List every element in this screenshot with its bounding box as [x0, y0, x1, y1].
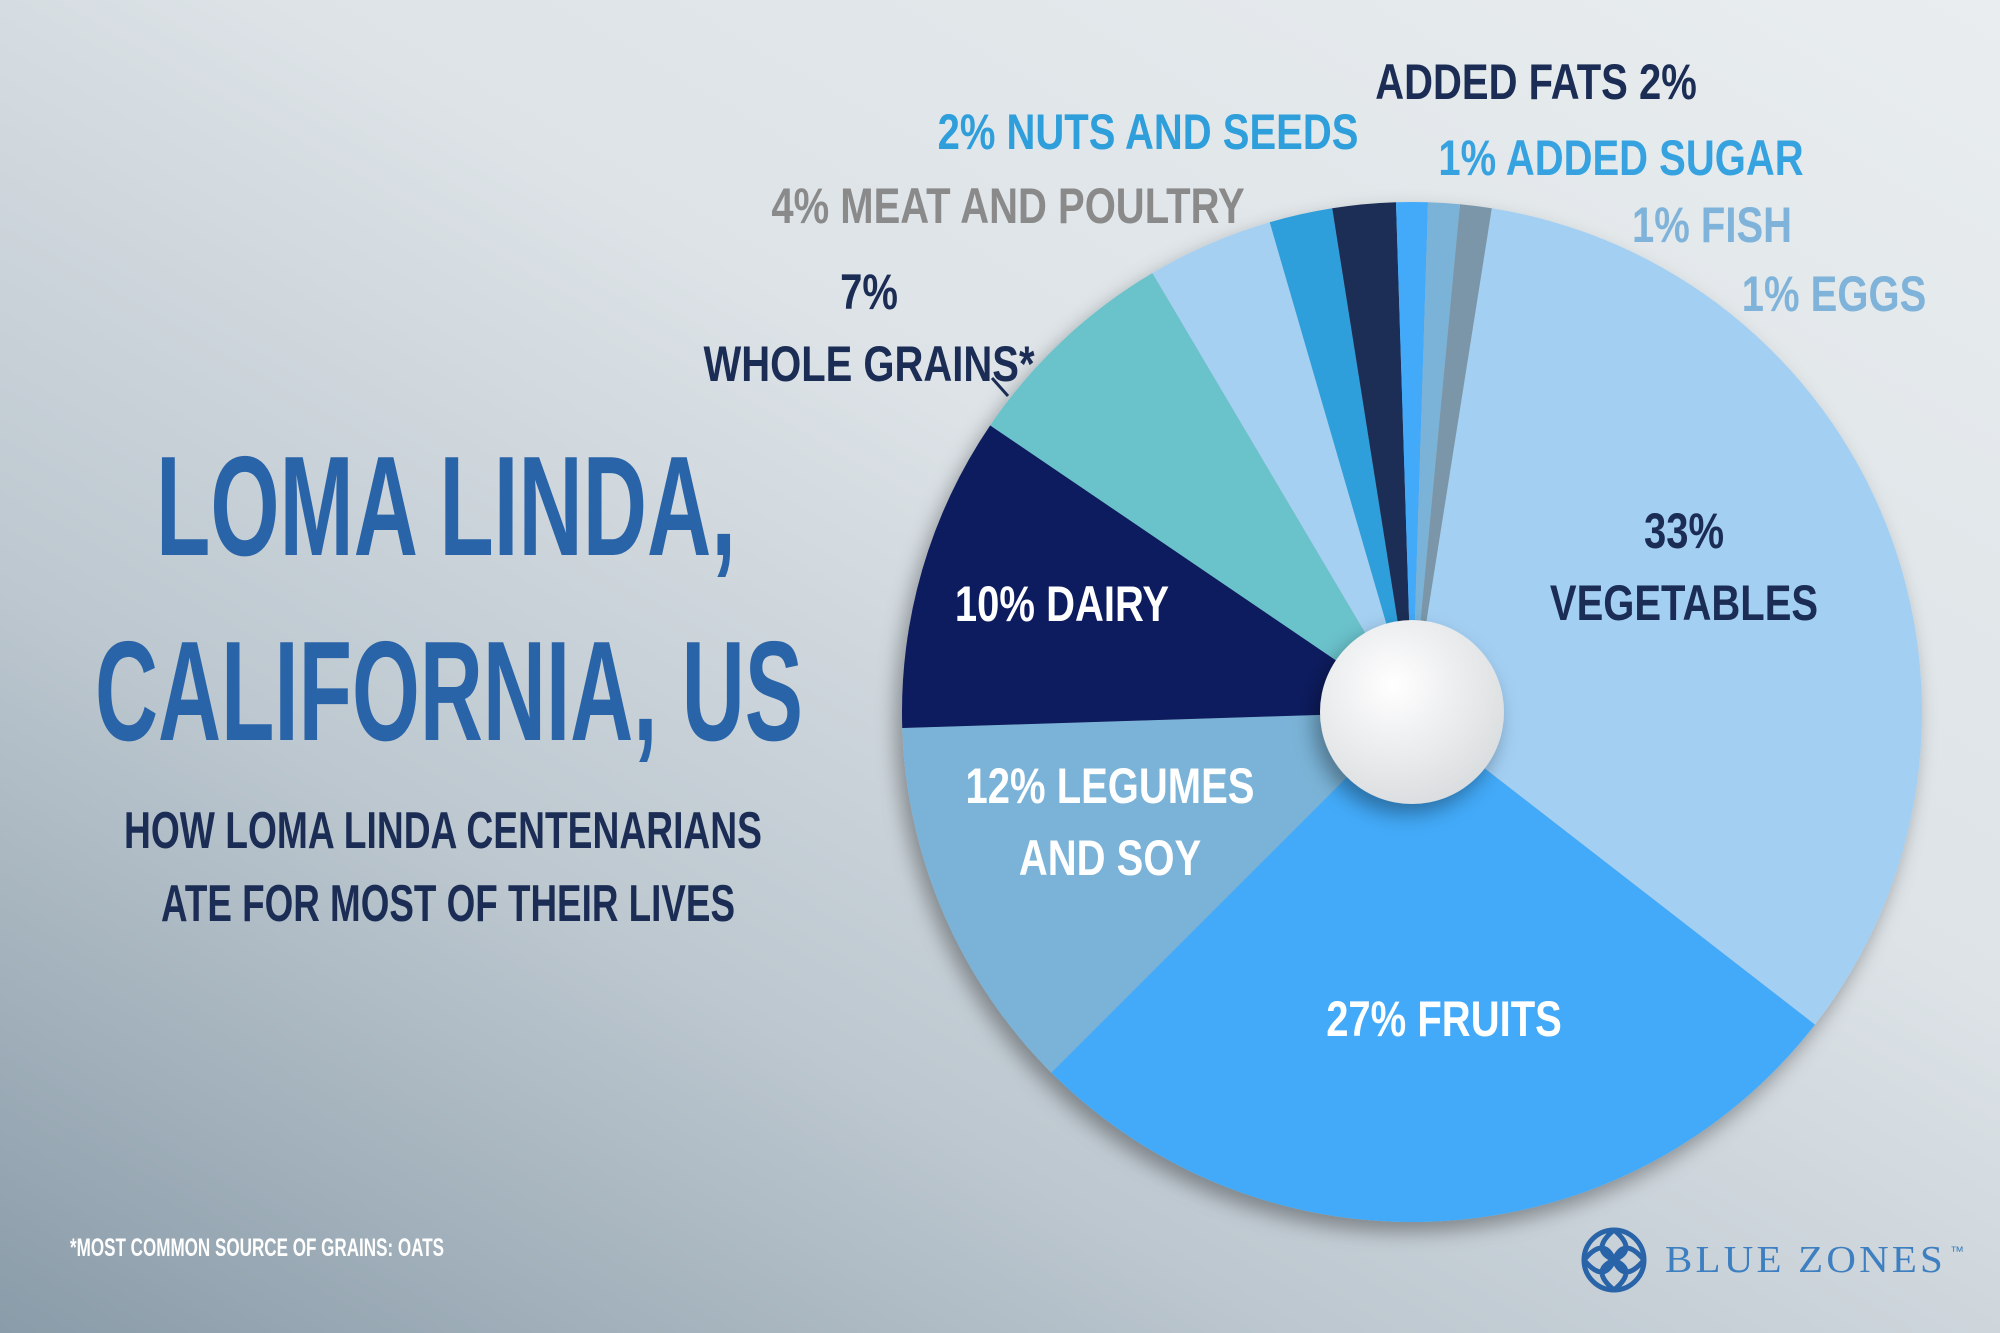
- logo-mark: ™: [1950, 1243, 1964, 1259]
- category-label: ADDED FATS: [1375, 54, 1628, 110]
- slice-label: 1% FISH: [1632, 189, 1792, 261]
- slice: [1412, 202, 1460, 712]
- logo-icon: [1581, 1227, 1647, 1293]
- slice: [990, 273, 1412, 712]
- value-label: 1%: [1631, 197, 1690, 253]
- slice-label: 7% WHOLE GRAINS*: [703, 256, 1034, 400]
- slice-label: 4% MEAT AND POULTRY: [771, 170, 1244, 242]
- slice-label: ADDED FATS 2%: [1375, 46, 1697, 118]
- value-label: 10%: [954, 576, 1035, 632]
- category-label: WHOLE GRAINS*: [703, 336, 1035, 392]
- slice: [1332, 202, 1412, 712]
- slice: [1269, 208, 1412, 713]
- pie: [901, 202, 1923, 1223]
- title: LOMA LINDA,: [156, 427, 736, 586]
- slice-label: 1% ADDED SUGAR: [1438, 122, 1803, 194]
- value-label: 27%: [1326, 991, 1407, 1047]
- value-label: 7%: [840, 264, 898, 320]
- category-label: EGGS: [1810, 266, 1927, 322]
- title: CALIFORNIA, US: [95, 612, 803, 771]
- value-label: 1%: [1741, 266, 1800, 322]
- category-label: LEGUMES AND SOY: [1018, 758, 1255, 886]
- category-label: DAIRY: [1046, 576, 1170, 632]
- leader-line: [990, 377, 1010, 397]
- footnote: *MOST COMMON SOURCE OF GRAINS: OATS: [70, 1234, 444, 1262]
- slice-label: 1% EGGS: [1742, 258, 1927, 330]
- slice: [1051, 712, 1815, 1223]
- value-label: 2%: [1638, 54, 1697, 110]
- slice-label: 27% FRUITS: [1326, 983, 1562, 1055]
- slice-label: 10% DAIRY: [955, 568, 1169, 640]
- category-label: FISH: [1700, 197, 1793, 253]
- subtitle: HOW LOMA LINDA CENTENARIANS: [124, 802, 762, 860]
- value-label: 1%: [1438, 130, 1497, 186]
- slice: [1395, 202, 1429, 713]
- slice: [1152, 222, 1412, 712]
- value-label: 2%: [937, 104, 996, 160]
- category-label: VEGETABLES: [1549, 575, 1819, 631]
- slice: [1412, 204, 1492, 712]
- subtitle: ATE FOR MOST OF THEIR LIVES: [161, 875, 735, 933]
- value-label: 12%: [965, 758, 1046, 814]
- slice: [901, 425, 1412, 729]
- logo: BLUE ZONES: [1665, 1239, 1946, 1281]
- slice-label: 33% VEGETABLES: [1550, 495, 1818, 639]
- slice-label: 2% NUTS AND SEEDS: [938, 96, 1359, 168]
- category-label: ADDED SUGAR: [1505, 130, 1804, 186]
- value-label: 4%: [771, 178, 830, 234]
- category-label: FRUITS: [1417, 991, 1562, 1047]
- slice: [1412, 208, 1923, 1025]
- slice: [902, 712, 1412, 1073]
- category-label: NUTS AND SEEDS: [1006, 104, 1359, 160]
- slice-label: 12% LEGUMES AND SOY: [958, 750, 1262, 894]
- category-label: MEAT AND POULTRY: [840, 178, 1245, 234]
- value-label: 33%: [1643, 503, 1725, 559]
- pie-hole: [1320, 620, 1504, 804]
